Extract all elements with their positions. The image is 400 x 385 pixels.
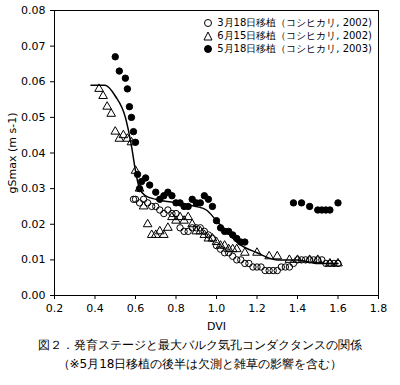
svg-text:0.02: 0.02 (21, 218, 46, 231)
svg-text:0.06: 0.06 (21, 75, 46, 88)
svg-text:0.01: 0.01 (21, 253, 46, 266)
svg-text:0.04: 0.04 (21, 147, 46, 160)
svg-text:1.2: 1.2 (248, 302, 266, 315)
svg-text:0.2: 0.2 (46, 302, 64, 315)
html-text:（※5月18日移植の後半は欠測と雑草の影響を含む）: （※5月18日移植の後半は欠測と雑草の影響を含む） (57, 357, 343, 371)
svg-text:gSmax (m s-1): gSmax (m s-1) (6, 113, 19, 194)
svg-text:1.6: 1.6 (329, 302, 347, 315)
svg-text:0.05: 0.05 (21, 111, 46, 124)
svg-text:0.07: 0.07 (21, 40, 46, 53)
svg-text:0.8: 0.8 (167, 302, 185, 315)
svg-text:1.8: 1.8 (370, 302, 388, 315)
html-text:3月18日移植（コシヒカリ, 2002): 3月18日移植（コシヒカリ, 2002) (217, 17, 372, 28)
svg-text:DVI: DVI (207, 320, 226, 333)
html-text:図２．発育ステージと最大バルク気孔コンダクタンスの関係: 図２．発育ステージと最大バルク気孔コンダクタンスの関係 (38, 338, 362, 352)
svg-text:1.0: 1.0 (208, 302, 226, 315)
svg-text:0.08: 0.08 (21, 4, 46, 17)
svg-text:0.4: 0.4 (86, 302, 104, 315)
svg-text:1.4: 1.4 (289, 302, 307, 315)
svg-text:0.6: 0.6 (127, 302, 145, 315)
svg-text:0.00: 0.00 (21, 289, 46, 302)
html-text:5月18日移植（コシヒカリ, 2003): 5月18日移植（コシヒカリ, 2003) (217, 43, 372, 54)
html-text:6月15日移植（コシヒカリ, 2002): 6月15日移植（コシヒカリ, 2002) (217, 30, 372, 41)
svg-text:0.03: 0.03 (21, 182, 46, 195)
